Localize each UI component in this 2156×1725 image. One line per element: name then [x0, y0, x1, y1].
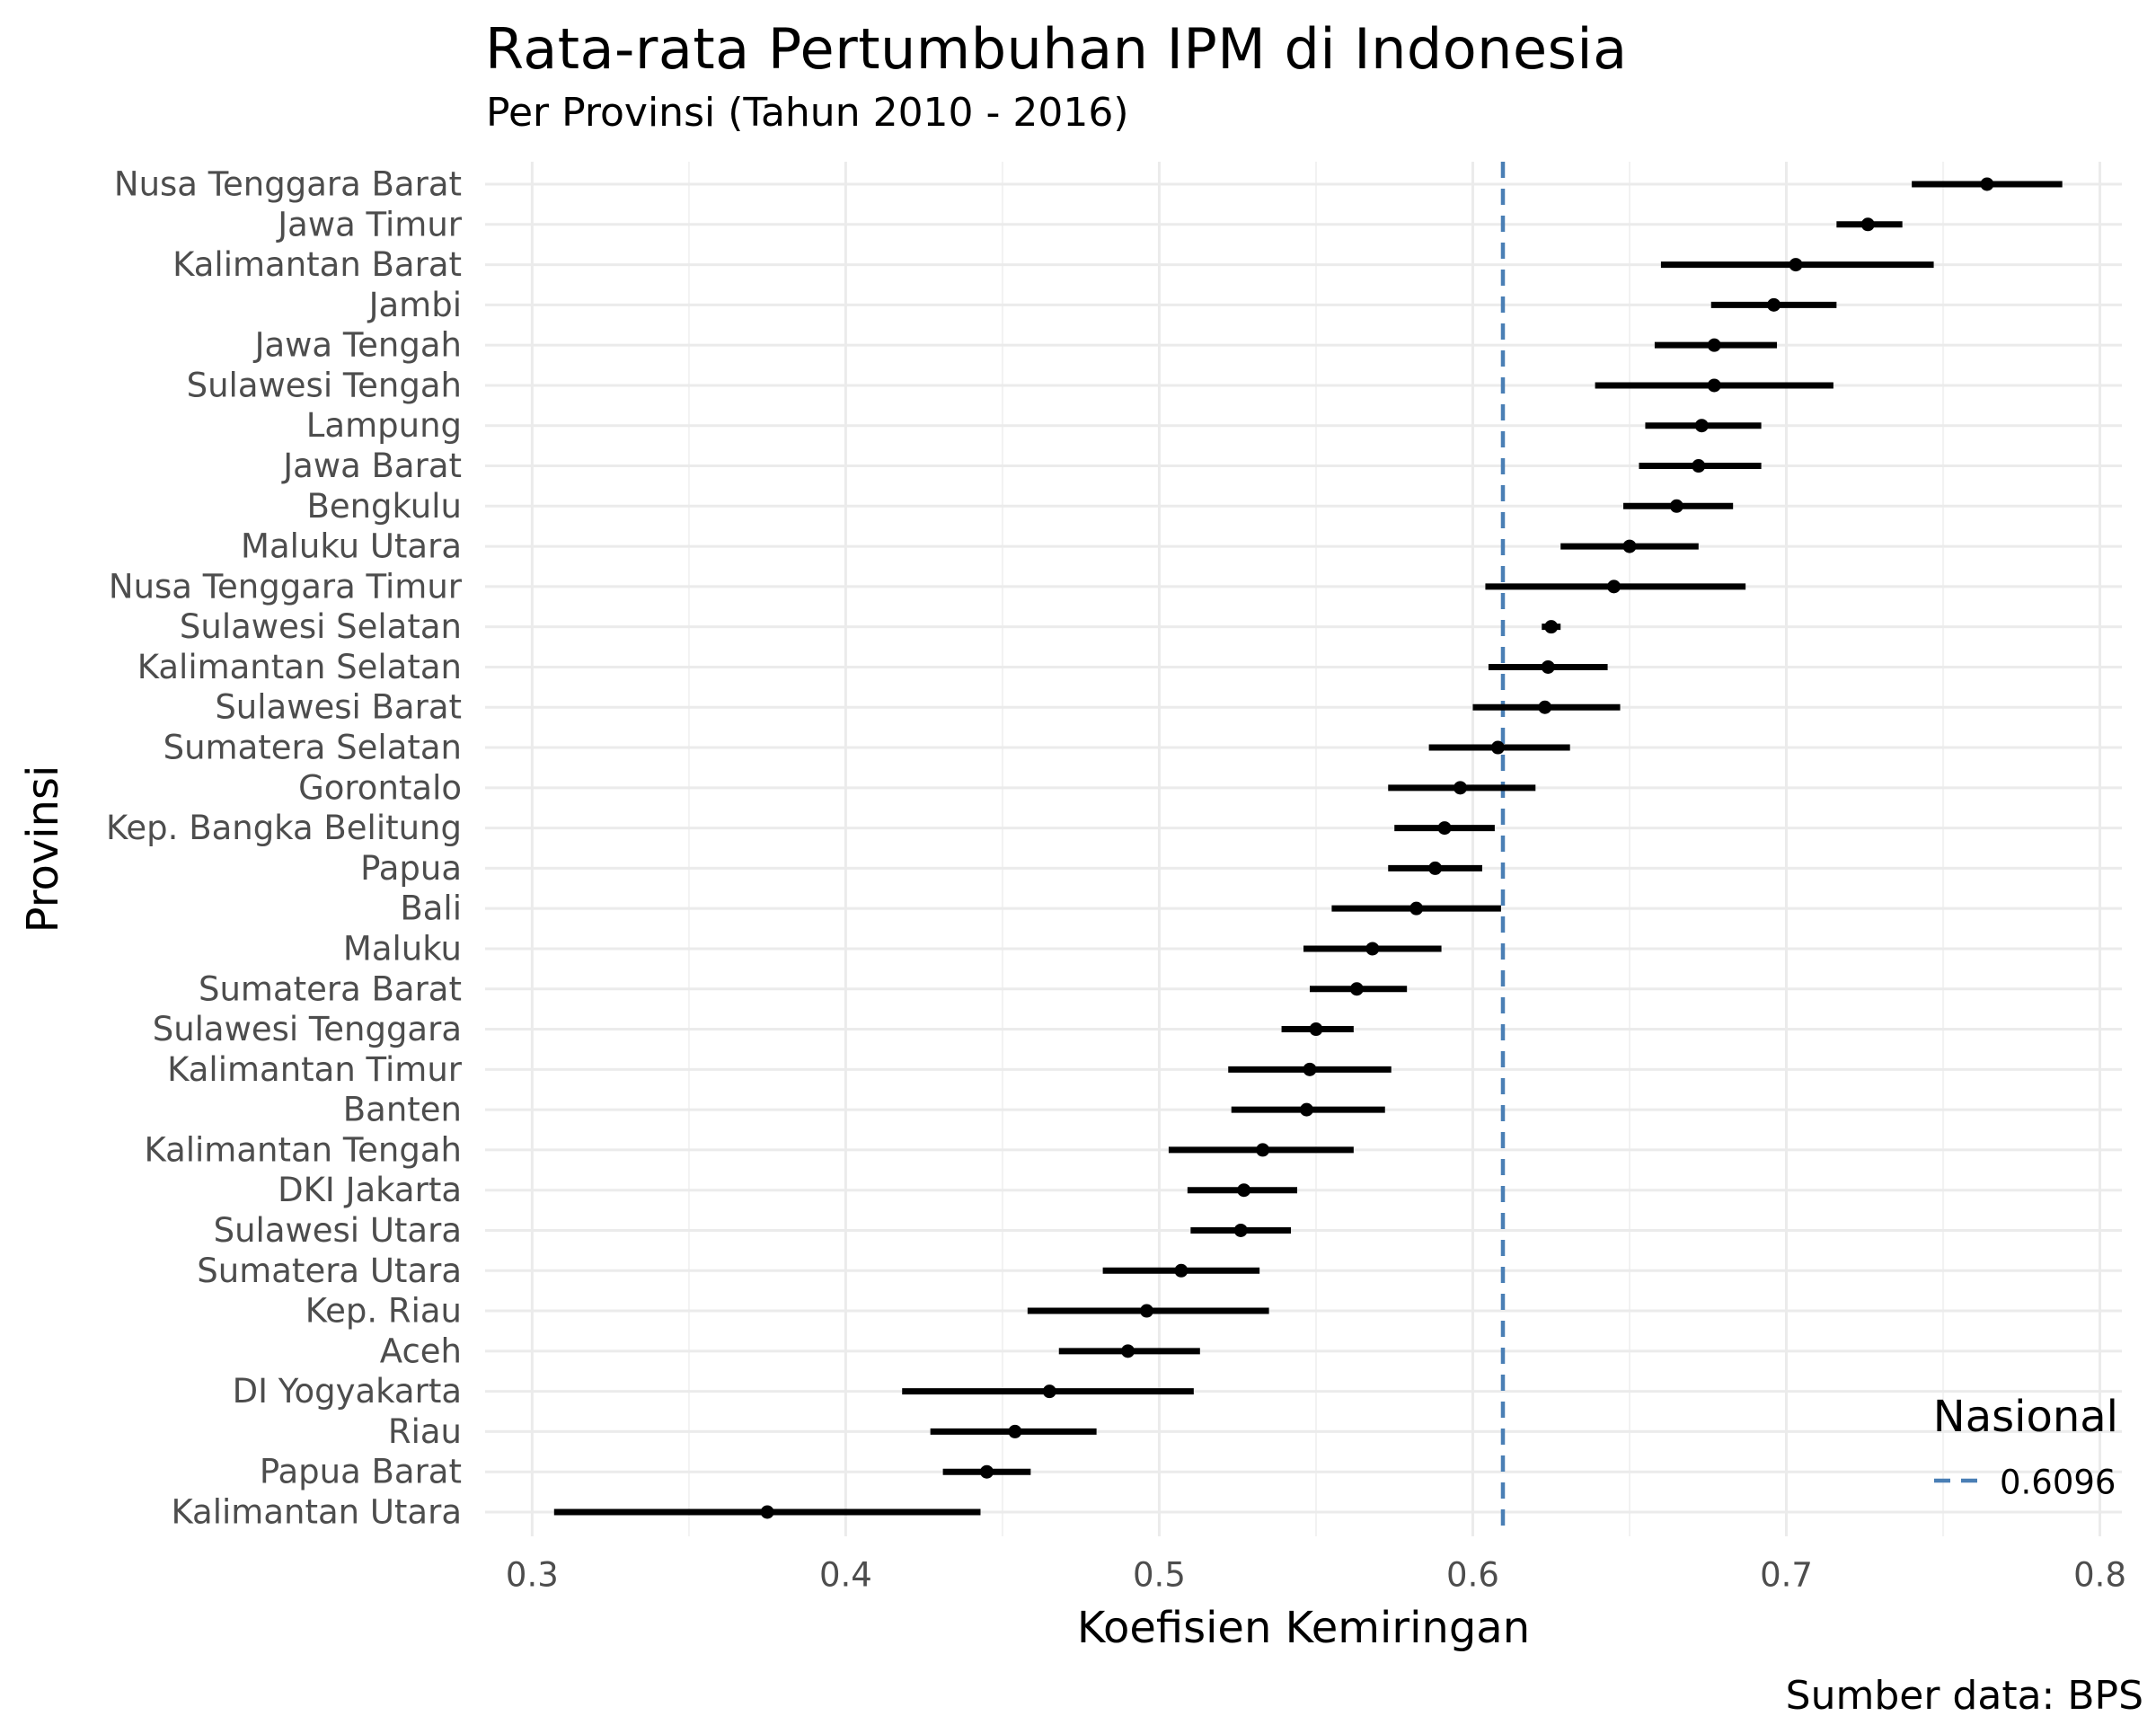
estimate-point [1541, 659, 1555, 674]
legend-label: 0.6096 [2000, 1464, 2116, 1502]
estimate-point [1042, 1384, 1056, 1399]
y-tick-label: Jambi [367, 286, 462, 324]
estimate-point [1544, 620, 1559, 634]
estimate-point [1349, 982, 1364, 996]
estimate-point [1409, 901, 1424, 916]
estimate-point [1428, 861, 1443, 875]
y-axis-title: Provinsi [18, 765, 68, 933]
x-tick-label: 0.8 [2073, 1556, 2126, 1595]
x-axis-title: Koefisien Kemiringan [1077, 1603, 1530, 1653]
estimate-point [1707, 378, 1721, 393]
y-tick-label: Kep. Bangka Belitung [106, 809, 462, 847]
y-tick-label: DI Yogyakarta [233, 1372, 462, 1411]
y-tick-label: Gorontalo [298, 768, 462, 807]
y-tick-label: Papua [360, 849, 462, 888]
y-tick-label: Sulawesi Barat [215, 688, 462, 727]
y-tick-label: Sulawesi Selatan [180, 607, 462, 646]
estimate-point [1309, 1022, 1323, 1037]
estimate-point [1538, 700, 1552, 714]
y-tick-label: Sumatera Barat [199, 969, 462, 1008]
y-tick-label: Aceh [380, 1331, 462, 1370]
estimate-point [1669, 499, 1683, 513]
y-tick-label: Riau [388, 1412, 462, 1451]
estimate-point [1622, 539, 1637, 553]
y-tick-label: Jawa Barat [281, 447, 462, 485]
y-tick-label: Kalimantan Tengah [144, 1130, 462, 1169]
y-tick-label: DKI Jakarta [278, 1171, 462, 1209]
estimate-point [1694, 419, 1709, 433]
y-tick-label: Sulawesi Utara [214, 1211, 462, 1250]
y-tick-label: Jawa Timur [276, 205, 463, 243]
estimate-point [1237, 1183, 1251, 1198]
y-tick-label: Kalimantan Timur [167, 1050, 463, 1089]
chart-title: Rata-rata Pertumbuhan IPM di Indonesia [485, 16, 1628, 82]
estimate-point [1607, 579, 1621, 594]
estimate-point [1121, 1344, 1135, 1358]
y-tick-label: Banten [343, 1091, 462, 1129]
y-tick-label: Sumatera Utara [197, 1252, 462, 1290]
y-tick-label: Sumatera Selatan [163, 729, 462, 767]
estimate-point [979, 1464, 994, 1479]
estimate-point [1139, 1304, 1153, 1318]
estimate-point [1490, 740, 1505, 755]
estimate-point [1365, 942, 1380, 956]
y-tick-label: Bengkulu [306, 487, 462, 526]
estimate-point [1789, 258, 1803, 272]
estimate-point [1437, 821, 1452, 836]
estimate-point [1256, 1143, 1270, 1157]
estimate-point [1454, 781, 1468, 795]
x-tick-label: 0.3 [506, 1556, 559, 1595]
y-tick-label: Jawa Tengah [253, 326, 462, 365]
estimate-point [1303, 1062, 1317, 1076]
estimate-point [1767, 297, 1781, 312]
chart-subtitle: Per Provinsi (Tahun 2010 - 2016) [486, 90, 1129, 136]
x-tick-label: 0.5 [1133, 1556, 1186, 1595]
y-tick-label: Bali [400, 889, 462, 928]
x-tick-label: 0.4 [819, 1556, 872, 1595]
y-tick-label: Kalimantan Selatan [137, 648, 462, 686]
y-tick-label: Lampung [306, 406, 462, 445]
y-tick-label: Maluku [343, 929, 462, 968]
estimate-point [1008, 1424, 1022, 1438]
chart-caption: Sumber data: BPS [1785, 1673, 2143, 1719]
x-tick-label: 0.6 [1446, 1556, 1499, 1595]
estimate-point [1707, 338, 1721, 352]
y-tick-label: Kalimantan Utara [171, 1493, 462, 1532]
y-tick-label: Sulawesi Tengah [187, 366, 462, 404]
estimate-point [1233, 1223, 1248, 1237]
estimate-point [760, 1505, 774, 1519]
y-tick-label: Nusa Tenggara Timur [109, 567, 463, 606]
estimate-point [1980, 177, 1994, 191]
estimate-point [1860, 217, 1875, 232]
estimate-point [1692, 459, 1706, 473]
estimate-point [1299, 1102, 1313, 1117]
legend-title: Nasional [1933, 1392, 2118, 1442]
y-tick-label: Maluku Utara [241, 527, 462, 566]
y-tick-label: Kep. Riau [305, 1292, 462, 1331]
y-tick-label: Kalimantan Barat [172, 245, 462, 284]
x-tick-label: 0.7 [1760, 1556, 1813, 1595]
estimate-point [1174, 1263, 1188, 1278]
y-tick-label: Sulawesi Tenggara [153, 1010, 462, 1048]
y-tick-label: Papua Barat [260, 1453, 462, 1491]
y-tick-label: Nusa Tenggara Barat [114, 165, 462, 204]
